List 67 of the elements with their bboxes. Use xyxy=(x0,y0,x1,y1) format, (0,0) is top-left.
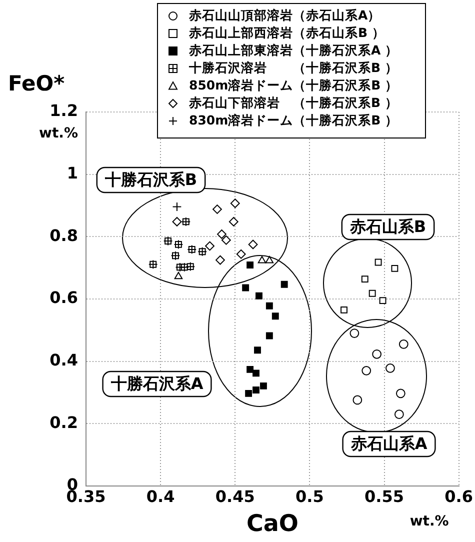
point xyxy=(362,366,372,376)
point xyxy=(396,388,406,398)
point xyxy=(236,249,246,259)
point xyxy=(394,410,404,420)
legend-label: 赤石山下部溶岩 （十勝石沢系B ） xyxy=(188,94,398,110)
point xyxy=(221,235,231,245)
x-axis-title: CaO xyxy=(246,510,298,537)
point xyxy=(242,284,250,292)
legend-label: 赤石山山頂部溶岩（赤石山系A） xyxy=(188,7,381,22)
y-axis-title: FeO* xyxy=(8,71,65,96)
legend-label: 830m溶岩ドーム（十勝石沢系B ） xyxy=(189,112,398,128)
point xyxy=(252,386,260,394)
point xyxy=(216,255,225,265)
point xyxy=(172,202,182,212)
y-tick-label: 1.2 xyxy=(50,101,78,120)
x-tick-label: 0.55 xyxy=(364,486,404,506)
point xyxy=(245,390,252,397)
point xyxy=(391,264,398,272)
point xyxy=(248,240,258,250)
legend-label: 赤石山上部東溶岩（十勝石沢系A ） xyxy=(188,42,398,58)
point xyxy=(254,346,261,354)
x-tick-label: 0.5 xyxy=(296,486,324,506)
y-tick-label: 1 xyxy=(66,163,78,182)
annotation: 十勝石沢系A xyxy=(110,374,204,394)
point xyxy=(228,217,238,226)
point xyxy=(205,241,214,251)
point xyxy=(252,370,260,377)
annotation: 十勝石沢系B xyxy=(104,170,198,190)
point xyxy=(266,332,273,340)
point xyxy=(230,198,240,208)
x-tick-label: 0.6 xyxy=(444,486,473,506)
legend-label: 赤石山上部西溶岩（赤石山系B ） xyxy=(188,24,385,40)
point xyxy=(398,339,408,349)
point xyxy=(372,349,382,359)
x-tick-label: 0.4 xyxy=(146,486,175,506)
point xyxy=(258,256,266,264)
y-tick-label: 0.6 xyxy=(50,288,78,308)
y-tick-label: 0.4 xyxy=(50,350,78,370)
point xyxy=(368,290,376,297)
point xyxy=(386,363,395,373)
y-tick-label: 0.8 xyxy=(50,226,78,245)
text: wt.% xyxy=(410,514,449,530)
point xyxy=(265,256,274,264)
annotation: 赤石山系A xyxy=(350,434,428,454)
point xyxy=(260,382,267,390)
y-tick-label: 0.2 xyxy=(50,412,78,432)
point xyxy=(350,328,360,338)
legend-label: 850m溶岩ドーム（十勝石沢系B ） xyxy=(189,77,398,92)
point xyxy=(379,297,386,304)
point xyxy=(374,258,382,266)
point xyxy=(361,276,368,283)
point xyxy=(174,272,183,280)
x-tick-label: 0.45 xyxy=(215,486,255,506)
point xyxy=(246,366,254,373)
point xyxy=(340,306,348,314)
point xyxy=(266,302,273,310)
annotation: 赤石山系B xyxy=(348,217,426,236)
legend-label: 十勝石沢溶岩 （十勝石沢系B ） xyxy=(188,60,398,75)
point xyxy=(280,280,288,288)
point xyxy=(246,262,254,268)
point xyxy=(217,229,226,239)
point xyxy=(172,217,182,226)
point xyxy=(352,395,362,405)
point xyxy=(272,312,279,320)
text: wt.% xyxy=(39,126,78,142)
point xyxy=(212,204,222,214)
point xyxy=(256,292,262,300)
